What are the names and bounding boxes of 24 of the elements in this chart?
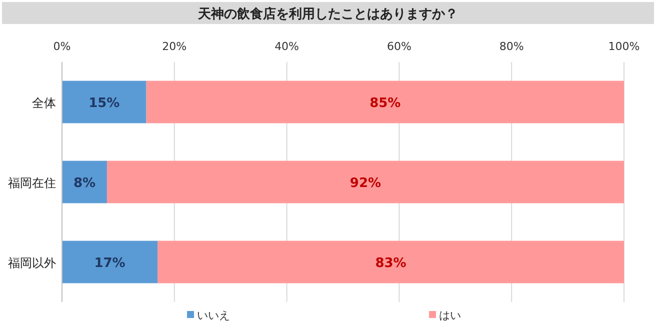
data-label: 8% bbox=[73, 176, 96, 191]
y-tick-label: 全体 bbox=[32, 96, 56, 110]
y-tick-label: 福岡以外 bbox=[8, 256, 56, 270]
bar bbox=[106, 160, 624, 204]
bar bbox=[146, 80, 624, 124]
x-tick-label: 100% bbox=[608, 40, 640, 53]
data-label: 83% bbox=[375, 256, 406, 271]
legend-label: はい bbox=[439, 309, 461, 322]
bar bbox=[62, 160, 107, 204]
x-tick-label: 20% bbox=[162, 40, 187, 53]
bar bbox=[62, 240, 158, 284]
x-tick-label: 60% bbox=[386, 40, 412, 53]
data-label: 92% bbox=[350, 176, 382, 191]
bar bbox=[62, 80, 146, 124]
x-tick-label: 80% bbox=[499, 40, 524, 53]
chart-title: 天神の飲食店を利用したことはありますか？ bbox=[197, 6, 458, 22]
data-label: 85% bbox=[370, 96, 401, 111]
x-tick-label: 0% bbox=[53, 40, 71, 53]
y-tick-label: 福岡在住 bbox=[8, 176, 56, 190]
data-label: 15% bbox=[88, 96, 120, 111]
data-label: 17% bbox=[94, 256, 126, 271]
legend-label: いいえ bbox=[197, 309, 230, 322]
x-tick-label: 40% bbox=[274, 40, 300, 53]
bar bbox=[158, 240, 624, 284]
